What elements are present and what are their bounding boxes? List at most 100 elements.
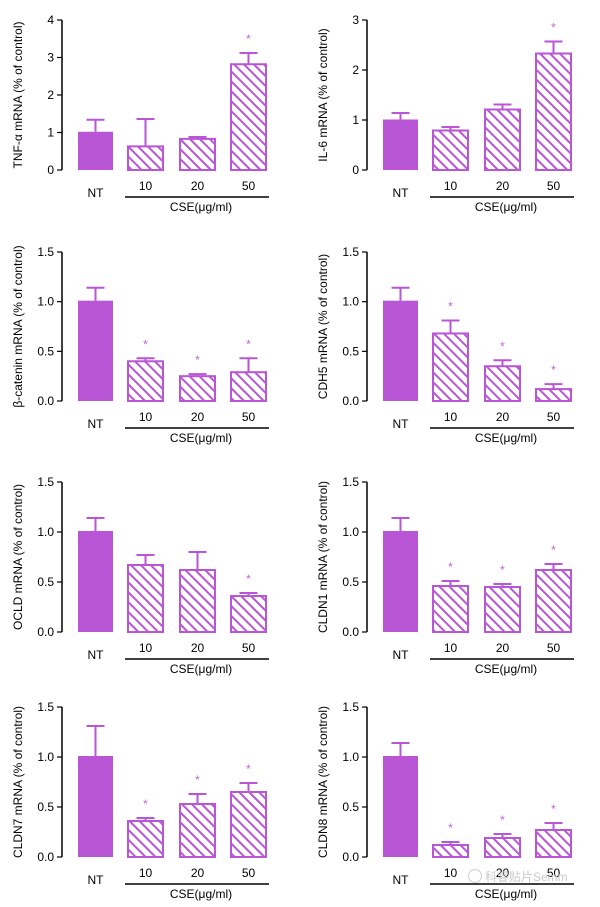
significance-star: *: [448, 300, 453, 314]
category-label: 50: [242, 179, 256, 193]
category-label: 10: [444, 410, 458, 424]
y-tick-label: 1.0: [342, 750, 359, 764]
y-tick-label: 0.5: [37, 800, 54, 814]
category-label: 20: [496, 410, 510, 424]
category-label: 20: [191, 179, 205, 193]
y-tick-label: 0: [352, 163, 359, 177]
y-tick-label: 1.5: [37, 475, 54, 489]
y-tick-label: 0.5: [342, 575, 359, 589]
category-label: 10: [139, 410, 153, 424]
y-tick-label: 0.0: [342, 625, 359, 639]
bar-10: [432, 129, 469, 171]
y-tick-label: 0.0: [37, 850, 54, 864]
y-tick-label: 0.0: [342, 850, 359, 864]
bar-50: [230, 791, 267, 858]
y-tick-label: 1.5: [37, 700, 54, 714]
y-tick-label: 0.5: [342, 344, 359, 358]
category-label: 20: [496, 641, 510, 655]
y-tick-label: 0.5: [37, 575, 54, 589]
x-group-label: CSE(μg/ml): [475, 431, 537, 445]
significance-star: *: [448, 821, 453, 835]
y-axis-label: OCLD mRNA (% of control): [11, 484, 25, 630]
category-label: 20: [191, 866, 205, 880]
significance-star: *: [551, 21, 556, 35]
bar-20: [179, 803, 216, 858]
bar-NT: [383, 119, 418, 170]
y-axis-label: CDH5 mRNA (% of control): [316, 254, 330, 399]
bar-NT: [78, 300, 113, 401]
y-axis-label: CLDN7 mRNA (% of control): [11, 706, 25, 858]
y-tick-label: 1.0: [37, 295, 54, 309]
significance-star: *: [195, 353, 200, 367]
category-label: NT: [88, 648, 105, 662]
category-label: 50: [547, 410, 561, 424]
y-tick-label: 3: [47, 51, 54, 65]
y-tick-label: 0.5: [37, 344, 54, 358]
y-tick-label: 1.0: [37, 525, 54, 539]
y-tick-label: 0.0: [342, 394, 359, 408]
category-label: 20: [496, 866, 510, 880]
category-label: NT: [393, 648, 410, 662]
category-label: 50: [547, 641, 561, 655]
chart-panel-4: 0.0 0.5 1.0 1.5 CDH5 mRNA (% of control) NT * 1…: [316, 245, 574, 445]
y-tick-label: 1.5: [342, 700, 359, 714]
y-tick-label: 1.0: [37, 750, 54, 764]
significance-star: *: [551, 543, 556, 557]
category-label: 50: [547, 866, 561, 880]
x-group-label: CSE(μg/ml): [170, 200, 232, 214]
x-group-label: CSE(μg/ml): [475, 200, 537, 214]
bar-10: [432, 585, 469, 633]
bar-10: [432, 332, 469, 403]
category-label: NT: [393, 186, 410, 200]
category-label: 50: [242, 410, 256, 424]
y-tick-label: 3: [352, 13, 359, 27]
bar-10: [127, 564, 164, 633]
chart-panel-2: 0 1 2 3 IL-6 mRNA (% of control) NT 10 20 * 50 CSE…: [316, 13, 574, 214]
bar-20: [179, 569, 216, 633]
category-label: 10: [444, 179, 458, 193]
bar-NT: [78, 531, 113, 632]
y-tick-label: 1.5: [37, 245, 54, 259]
y-tick-label: 1.0: [342, 525, 359, 539]
significance-star: *: [246, 762, 251, 776]
y-tick-label: 0: [47, 163, 54, 177]
y-tick-label: 1.5: [342, 475, 359, 489]
x-group-label: CSE(μg/ml): [170, 662, 232, 676]
significance-star: *: [246, 337, 251, 351]
y-tick-label: 2: [47, 88, 54, 102]
y-tick-label: 0.5: [342, 800, 359, 814]
significance-star: *: [551, 802, 556, 816]
x-group-label: CSE(μg/ml): [170, 887, 232, 901]
y-axis-label: IL-6 mRNA (% of control): [316, 28, 330, 161]
y-tick-label: 1: [352, 113, 359, 127]
category-label: NT: [393, 417, 410, 431]
y-axis-label: CLDN1 mRNA (% of control): [316, 481, 330, 633]
y-tick-label: 1: [47, 126, 54, 140]
bar-NT: [383, 531, 418, 632]
y-tick-label: 1.5: [342, 245, 359, 259]
chart-panel-7: 0.0 0.5 1.0 1.5 CLDN7 mRNA (% of control) NT *…: [11, 700, 269, 901]
significance-star: *: [143, 337, 148, 351]
bar-NT: [78, 756, 113, 857]
bar-20: [484, 837, 521, 858]
bar-10: [127, 145, 164, 171]
y-tick-label: 2: [352, 63, 359, 77]
bar-20: [179, 375, 216, 402]
bar-50: [535, 52, 572, 171]
category-label: NT: [393, 873, 410, 887]
significance-star: *: [500, 339, 505, 353]
category-label: 20: [496, 179, 510, 193]
x-group-label: CSE(μg/ml): [475, 662, 537, 676]
y-tick-label: 0.0: [37, 625, 54, 639]
category-label: 10: [139, 179, 153, 193]
category-label: 10: [139, 866, 153, 880]
bar-50: [230, 371, 267, 402]
category-label: 10: [444, 641, 458, 655]
category-label: 50: [242, 641, 256, 655]
chart-panel-1: 0 1 2 3 4 TNF-α mRNA (% of control) NT 10 20 * 50 C…: [11, 13, 269, 214]
significance-star: *: [195, 773, 200, 787]
y-tick-label: 1.0: [342, 295, 359, 309]
bar-10: [127, 820, 164, 858]
bar-20: [484, 108, 521, 171]
